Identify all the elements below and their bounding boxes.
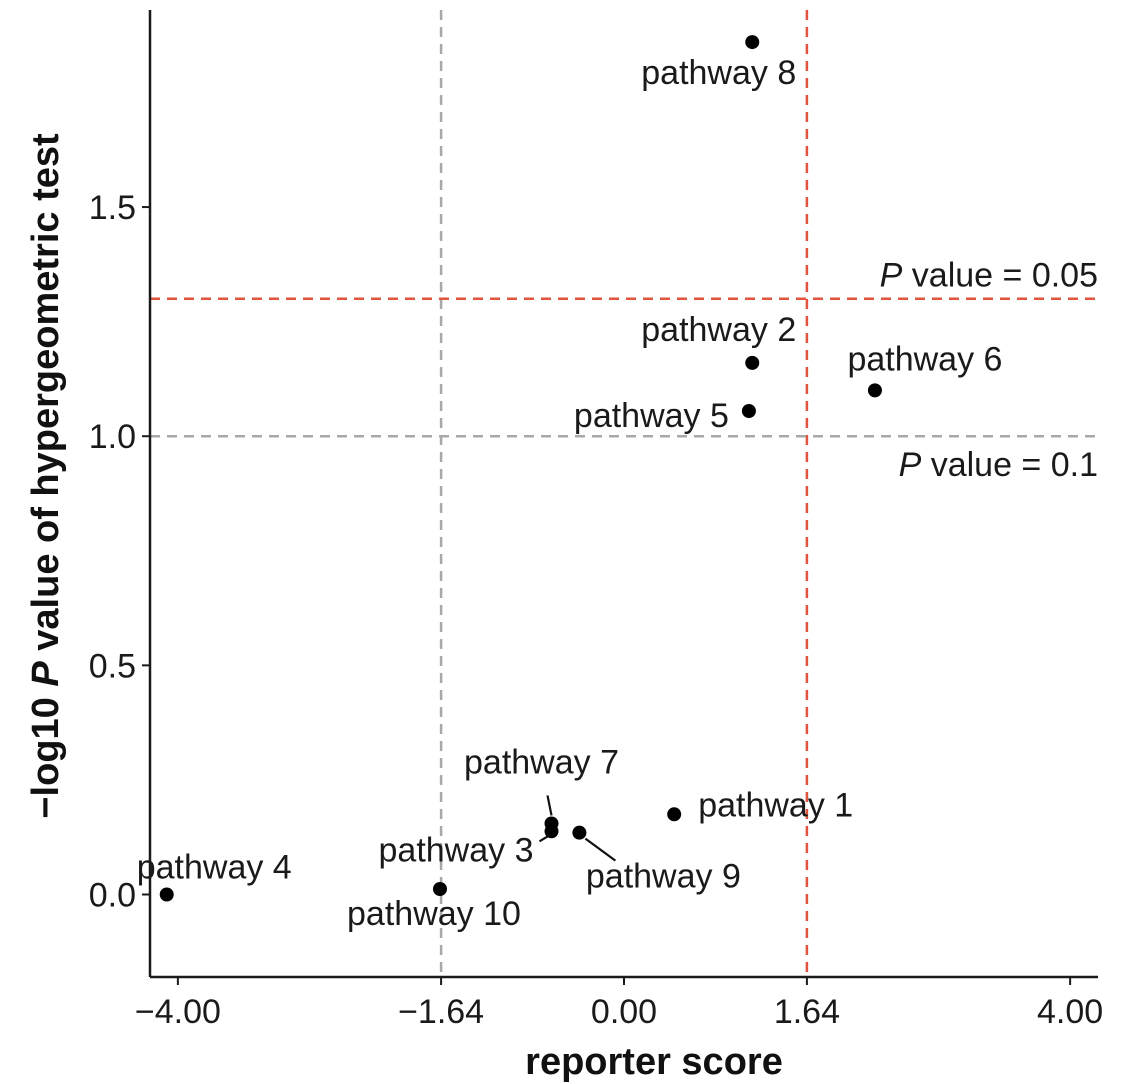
pathway-9-point: [572, 825, 587, 840]
pathway-10-point: [432, 882, 447, 897]
x-tick-label: −4.00: [135, 993, 221, 1031]
y-axis-title-italic: P: [25, 661, 67, 687]
data-points: pathway 1 pathway 2 pathway 3 pathway 4 path…: [137, 35, 1002, 933]
threshold-annotation-1: P value = 0.05: [880, 257, 1098, 295]
pathway-8-label: pathway 8: [641, 54, 796, 92]
pathway-9-label: pathway 9: [586, 858, 741, 896]
axes: [148, 10, 1098, 979]
y-axis-title-prefix: −log10: [25, 687, 67, 819]
pathway-1-label: pathway 1: [698, 786, 853, 824]
y-tick-label: 1.0: [89, 418, 136, 456]
pathway-6-label: pathway 6: [847, 340, 1002, 378]
x-axis-title: reporter score: [525, 1041, 783, 1083]
x-axis-ticks: −4.00 −1.64 0.00 1.64 4.00: [135, 977, 1103, 1031]
threshold-annotations: P value = 0.05 P value = 0.1: [880, 257, 1098, 484]
y-tick-label: 0.0: [89, 877, 136, 915]
pathway-7-point: [544, 816, 559, 831]
pathway-5-label: pathway 5: [574, 397, 729, 435]
pathway-2-label: pathway 2: [641, 311, 796, 349]
y-tick-label: 0.5: [89, 647, 136, 685]
y-axis-title-suffix: value of hypergeometric test: [25, 133, 67, 661]
threshold-annotation-2: P value = 0.1: [899, 446, 1098, 484]
pathway-10-label: pathway 10: [347, 895, 521, 933]
pathway-5-point: [741, 404, 756, 419]
pathway-7-leader-line: [546, 795, 553, 816]
pathway-7-label: pathway 7: [464, 743, 619, 781]
pathway-3-label: pathway 3: [379, 831, 534, 869]
pathway-1-point: [667, 807, 682, 822]
x-tick-label: 4.00: [1037, 993, 1103, 1031]
x-tick-label: 0.00: [591, 993, 657, 1031]
y-tick-label: 1.5: [89, 189, 136, 227]
x-tick-label: 1.64: [774, 993, 840, 1031]
reference-lines: [150, 10, 1098, 977]
y-axis-title: −log10 P value of hypergeometric test: [25, 133, 67, 819]
pathway-4-point: [159, 887, 174, 902]
pathway-2-point: [745, 355, 760, 370]
pathway-6-point: [867, 383, 882, 398]
pathway-9-leader-line: [584, 837, 617, 862]
x-tick-label: −1.64: [398, 993, 484, 1031]
y-axis-ticks: 0.0 0.5 1.0 1.5: [89, 189, 150, 915]
pathway-8-point: [745, 35, 760, 50]
pathway-4-label: pathway 4: [137, 849, 292, 887]
